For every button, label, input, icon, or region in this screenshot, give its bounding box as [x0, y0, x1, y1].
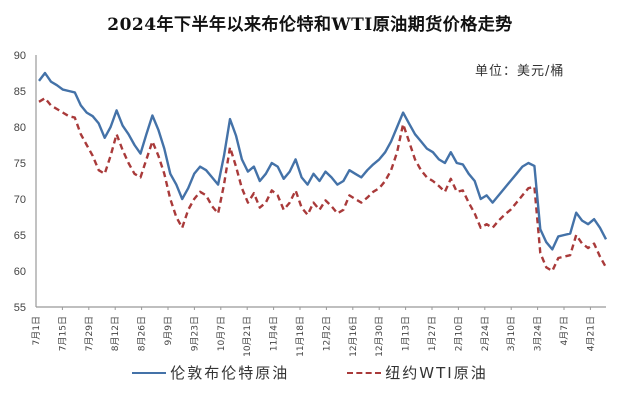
x-tick-label: 8月26日	[137, 316, 148, 351]
x-tick-label: 1月13日	[401, 316, 412, 351]
y-tick-label: 75	[14, 158, 26, 170]
legend-item-wti: 纽约WTI原油	[347, 362, 487, 383]
x-tick-label: 2月10日	[453, 316, 464, 351]
legend-label-wti: 纽约WTI原油	[385, 364, 488, 382]
x-tick-label: 4月7日	[559, 316, 570, 345]
x-tick-label: 1月27日	[427, 316, 438, 351]
x-tick-label: 12月16日	[348, 316, 359, 357]
x-tick-marks	[61, 307, 591, 310]
y-tick-label: 60	[14, 266, 26, 278]
x-tick-label: 2月24日	[480, 316, 491, 351]
x-tick-label: 12月30日	[374, 316, 385, 357]
y-tick-label: 85	[14, 86, 26, 98]
x-tick-label: 9月23日	[189, 316, 200, 351]
x-tick-label: 7月1日	[31, 316, 42, 345]
x-tick-label: 10月7日	[216, 316, 227, 351]
x-tick-labels: 7月1日 7月15日 7月29日 8月12日 8月26日 9月9日 9月23日 10月7日 10…	[31, 316, 596, 357]
unit-label: 单位：美元/桶	[475, 64, 565, 79]
x-tick-label: 3月10日	[506, 316, 517, 351]
y-tick-label: 55	[14, 302, 26, 314]
x-axis: 7月1日 7月15日 7月29日 8月12日 8月26日 9月9日 9月23日 10月7日 10…	[31, 306, 606, 357]
y-tick-label: 70	[14, 194, 26, 206]
brent-crude-line	[38, 71, 608, 251]
x-tick-label: 12月2日	[321, 316, 332, 351]
chart-title: 2024年下半年以来布伦特和WTI原油期货价格走势	[107, 15, 513, 35]
y-tick-labels: 55 60 65 70 75 80 85 90	[14, 50, 26, 314]
y-tick-label: 80	[14, 122, 26, 134]
y-tick-label: 65	[14, 230, 26, 242]
x-tick-label: 4月21日	[585, 316, 596, 351]
legend-label-brent: 伦敦布伦特原油	[170, 364, 290, 382]
x-tick-label: 8月12日	[110, 316, 121, 351]
solid-line-swatch-icon	[132, 371, 167, 374]
x-tick-label: 7月15日	[57, 316, 68, 351]
x-tick-label: 11月4日	[269, 316, 280, 351]
x-tick-label: 3月24日	[533, 316, 544, 351]
dashed-line-swatch-icon	[347, 371, 382, 374]
wti-crude-line	[38, 96, 608, 273]
x-tick-label: 7月29日	[84, 316, 95, 351]
x-tick-label: 11月18日	[295, 316, 306, 357]
y-axis: 55 60 65 70 75 80 85 90	[14, 50, 37, 314]
legend-item-brent: 伦敦布伦特原油	[132, 362, 289, 383]
chart-legend: 伦敦布伦特原油 纽约WTI原油	[0, 362, 620, 383]
y-tick-label: 90	[14, 50, 26, 62]
x-tick-label: 10月21日	[242, 316, 253, 357]
x-tick-label: 9月9日	[163, 316, 174, 345]
